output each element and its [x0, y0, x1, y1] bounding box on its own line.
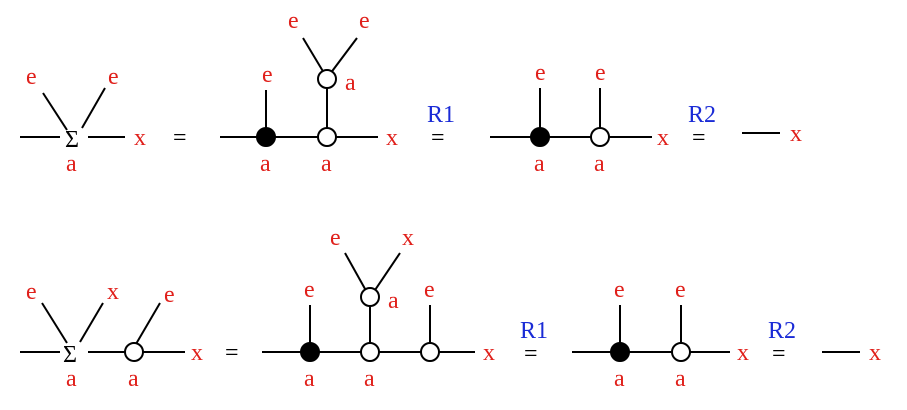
label-a: a: [321, 151, 332, 177]
open-node: [671, 342, 691, 362]
row2-term3: e e x a a: [572, 277, 749, 392]
edge: [81, 87, 106, 129]
equals-sign: =: [772, 341, 786, 367]
label-e: e: [26, 64, 37, 90]
open-node: [317, 127, 337, 147]
label-x: x: [134, 125, 146, 151]
label-e: e: [164, 282, 175, 308]
edge: [370, 252, 401, 297]
label-x: x: [657, 125, 669, 151]
label-x: x: [107, 279, 119, 305]
rule-r2: R2: [688, 102, 716, 128]
row2-term4: x: [822, 340, 881, 366]
row1-term3: e e x a a: [490, 60, 669, 177]
open-node: [360, 342, 380, 362]
label-x: x: [402, 225, 414, 251]
label-x: x: [386, 125, 398, 151]
label-e: e: [535, 60, 546, 86]
filled-node: [256, 127, 276, 147]
edge: [42, 92, 68, 131]
filled-node: [300, 342, 320, 362]
rule-r1: R1: [520, 318, 548, 344]
sigma-symbol: Σ: [63, 342, 77, 368]
open-node: [317, 69, 337, 89]
row2-term1-sigma: Σ e x e x a a: [20, 279, 203, 392]
open-node: [124, 342, 144, 362]
label-a: a: [534, 151, 545, 177]
label-a: a: [388, 288, 399, 314]
edge: [41, 302, 68, 344]
equals-sign: =: [173, 125, 187, 151]
edge: [79, 302, 104, 343]
label-e: e: [675, 277, 686, 303]
filled-node: [530, 127, 550, 147]
label-a: a: [66, 151, 77, 177]
label-a: a: [364, 366, 375, 392]
label-e: e: [108, 64, 119, 90]
label-a: a: [304, 366, 315, 392]
equals-sign: =: [524, 341, 538, 367]
equals-sign: =: [225, 340, 239, 366]
row-2-equation: Σ e x e x a a = e x e e a x a: [20, 225, 881, 392]
label-e: e: [595, 60, 606, 86]
rule-r1: R1: [427, 102, 455, 128]
equals-sign: =: [692, 125, 706, 151]
label-x: x: [790, 121, 802, 147]
label-e: e: [330, 225, 341, 251]
label-x: x: [869, 340, 881, 366]
label-a: a: [260, 151, 271, 177]
label-a: a: [345, 70, 356, 96]
label-e: e: [614, 277, 625, 303]
label-e: e: [288, 8, 299, 34]
filled-node: [610, 342, 630, 362]
label-a: a: [594, 151, 605, 177]
label-x: x: [483, 340, 495, 366]
label-a: a: [614, 366, 625, 392]
open-node: [360, 287, 380, 307]
equals-sign: =: [431, 125, 445, 151]
label-x: x: [191, 340, 203, 366]
label-x: x: [737, 340, 749, 366]
label-e: e: [262, 62, 273, 88]
row-1-equation: Σ e e x a = e e e a x a a R1 =: [20, 8, 802, 177]
sigma-symbol: Σ: [65, 127, 79, 153]
open-node: [590, 127, 610, 147]
label-e: e: [424, 277, 435, 303]
edge: [135, 302, 161, 345]
label-e: e: [26, 279, 37, 305]
row2-term2: e x e e a x a a: [262, 225, 495, 392]
row1-term1-sigma: Σ e e x a: [20, 64, 146, 177]
label-a: a: [66, 366, 77, 392]
row1-term2: e e e a x a a: [220, 8, 398, 177]
rule-r2: R2: [768, 318, 796, 344]
label-e: e: [304, 277, 315, 303]
label-a: a: [128, 366, 139, 392]
label-e: e: [359, 8, 370, 34]
row1-term4: x: [742, 121, 802, 147]
open-node: [420, 342, 440, 362]
label-a: a: [675, 366, 686, 392]
